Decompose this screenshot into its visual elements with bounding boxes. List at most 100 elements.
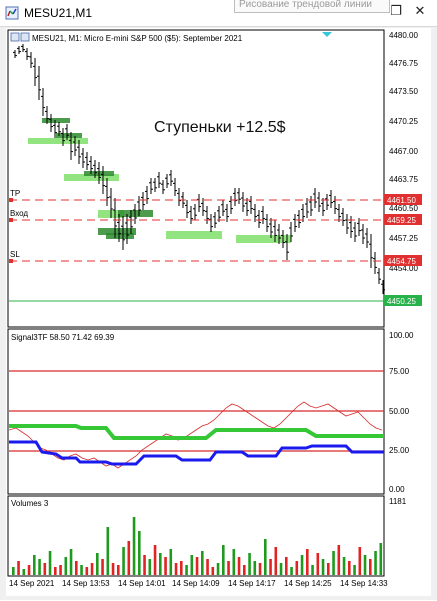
volume-bar	[327, 563, 330, 575]
volume-bar	[321, 559, 325, 575]
level-entry[interactable]: Вход 4459.25	[9, 209, 422, 225]
volume-bar	[258, 563, 262, 575]
price-zone	[42, 118, 70, 123]
time-label: 14 Sep 14:01	[118, 579, 166, 588]
volume-bar	[369, 559, 372, 575]
chart-window-icon	[5, 6, 19, 20]
time-label: 14 Sep 14:25	[284, 579, 332, 588]
price-bars	[13, 44, 385, 294]
volume-bar	[374, 551, 377, 575]
volume-bar	[80, 565, 83, 575]
volume-bar	[295, 561, 299, 575]
volume-bar	[174, 563, 178, 575]
indicator-label: 0.00	[389, 485, 405, 494]
time-label: 14 Sep 13:53	[62, 579, 110, 588]
restore-button[interactable]: ❐	[390, 4, 402, 19]
chart-area[interactable]: MESU21, M1: Micro E-mini S&P 500 ($5): S…	[6, 28, 431, 596]
chart-annotation: Ступеньки +12.5$	[154, 119, 286, 136]
price-axis: 4480.00 4476.75 4473.50 4470.25 4467.00 …	[389, 31, 418, 273]
indicator-label: 50.00	[389, 407, 410, 416]
volume-bar	[337, 545, 341, 575]
volume-bar	[353, 565, 356, 575]
volume-bar	[75, 561, 78, 575]
volume-bar	[33, 555, 36, 575]
volume-bar	[358, 547, 362, 575]
level-tp-name: TP	[10, 189, 20, 198]
price-label: 4454.00	[389, 264, 418, 273]
main-header-text: MESU21, M1: Micro E-mini S&P 500 ($5): S…	[32, 34, 243, 43]
volume-bars	[12, 517, 383, 575]
level-tp-value: 4461.50	[387, 196, 416, 205]
level-entry-value: 4459.25	[387, 216, 416, 225]
shift-marker-icon[interactable]	[322, 32, 332, 37]
volume-bar	[253, 561, 257, 575]
signal-blue-line	[9, 440, 384, 466]
price-zone	[98, 228, 136, 235]
time-label: 14 Sep 14:33	[340, 579, 388, 588]
volume-bar	[332, 551, 335, 575]
volume-bar	[69, 549, 73, 575]
price-label: 4473.50	[389, 87, 418, 96]
volume-bar	[17, 561, 20, 575]
volumes-header: Volumes 3	[11, 499, 49, 508]
bid-line: 4450.25	[9, 295, 422, 306]
volume-bar	[106, 527, 110, 575]
volume-bar	[232, 549, 236, 575]
volume-bar	[342, 557, 346, 575]
level-tp[interactable]: TP 4461.50	[9, 189, 422, 205]
volume-bar	[101, 559, 104, 575]
price-zone	[166, 231, 222, 239]
volume-bar	[127, 541, 131, 575]
volume-bar	[201, 551, 204, 575]
volume-bar	[48, 551, 52, 575]
volume-bar	[153, 545, 157, 575]
volume-bar	[27, 565, 31, 575]
bid-value: 4450.25	[387, 297, 416, 306]
volume-bar	[195, 557, 199, 575]
time-label: 14 Sep 14:17	[228, 579, 276, 588]
signal-green-line	[9, 424, 384, 440]
volume-bar	[269, 559, 272, 575]
price-label: 4457.25	[389, 234, 418, 243]
volume-bar	[306, 549, 309, 575]
price-label: 4480.00	[389, 31, 418, 40]
volume-bar	[243, 565, 246, 575]
volume-bar	[59, 565, 62, 575]
volume-bar	[169, 549, 173, 575]
volume-bar	[38, 559, 41, 575]
volume-bar	[96, 553, 99, 575]
chart-type-icon[interactable]	[10, 32, 20, 42]
volume-bar	[190, 555, 194, 575]
close-button[interactable]: ✕	[414, 4, 426, 19]
volume-bar	[138, 531, 141, 575]
volume-bar	[264, 539, 267, 575]
volume-bar	[211, 567, 215, 575]
volume-bar	[43, 563, 47, 575]
price-label: 4467.00	[389, 147, 418, 156]
volume-bar	[122, 547, 125, 575]
chart-canvas[interactable]: MESU21, M1: Micro E-mini S&P 500 ($5): S…	[6, 28, 431, 596]
price-label: 4476.75	[389, 59, 418, 68]
price-label: 4460.50	[389, 204, 418, 213]
volumes-max-label: 1181	[389, 497, 407, 506]
volume-bar	[300, 555, 304, 575]
volume-bar	[185, 565, 188, 575]
chart-settings-icon[interactable]	[20, 32, 30, 42]
volume-bar	[316, 553, 320, 575]
volume-bar	[148, 559, 152, 575]
volume-bar	[285, 557, 288, 575]
volume-bar	[311, 565, 314, 575]
price-zone	[236, 235, 291, 243]
volume-bar	[363, 555, 367, 575]
main-header: MESU21, M1: Micro E-mini S&P 500 ($5): S…	[10, 32, 243, 43]
indicator-label: 75.00	[389, 367, 410, 376]
time-label: 14 Sep 2021	[9, 579, 55, 588]
volume-bar	[348, 561, 351, 575]
chart-titlebar: MESU21,M1 Рисование трендовой линии ❐ ✕	[0, 0, 437, 27]
level-sl[interactable]: SL 4454.75	[9, 250, 422, 266]
time-label: 14 Sep 14:09	[172, 579, 220, 588]
price-label: 4463.75	[389, 175, 418, 184]
volume-bar	[22, 569, 26, 575]
price-label: 4470.25	[389, 117, 418, 126]
